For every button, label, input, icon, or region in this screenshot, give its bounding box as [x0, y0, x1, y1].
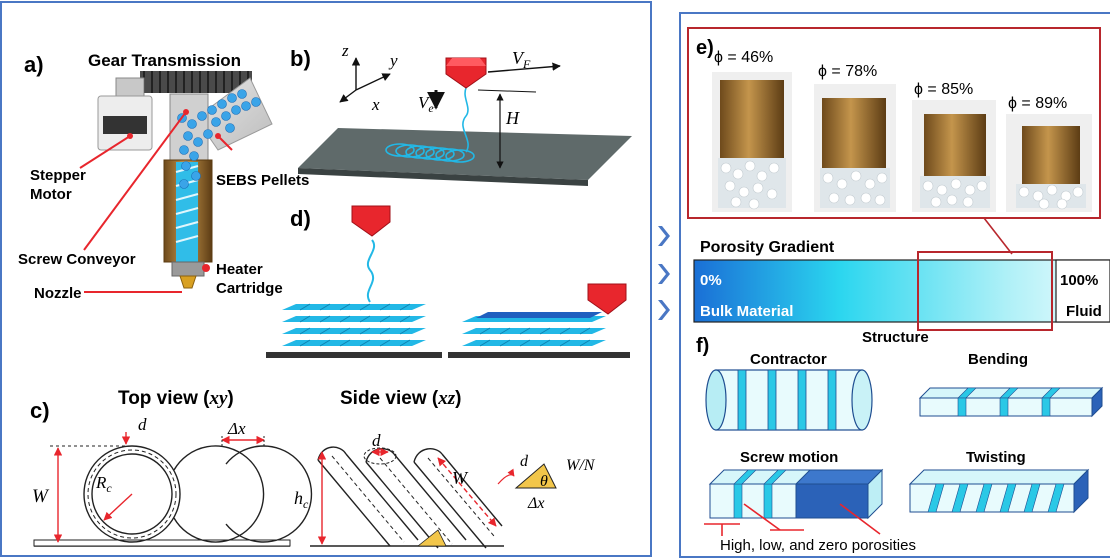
panel-c-label: c) — [30, 398, 50, 423]
porosity-gradient-title: Porosity Gradient — [700, 239, 835, 256]
heater-cartridge-dot — [202, 264, 210, 272]
sample-photo-46 — [712, 72, 792, 212]
panel-f-label: f) — [696, 335, 709, 357]
panel-e-label: e) — [696, 37, 714, 59]
y-axis-arrow — [355, 73, 391, 91]
twisting-shape — [908, 468, 1090, 514]
bending-label: Bending — [968, 351, 1028, 368]
gradient-right-pct: 100% — [1060, 272, 1098, 289]
printed-filament — [385, 87, 475, 163]
top-view-loops — [83, 445, 313, 543]
bulk-material-label: Bulk Material — [700, 303, 793, 320]
panel-f: f) Structure Contractor Bending Screw mo… — [696, 329, 1104, 554]
stepper-label-line2: Motor — [30, 186, 72, 203]
nozzle-tip — [179, 275, 197, 289]
screw-motion-label: Screw motion — [740, 449, 838, 466]
delta-x-label: Δx — [227, 419, 246, 438]
rc-radius — [103, 493, 133, 521]
nozzle-left-icon — [351, 205, 391, 237]
twisting-label: Twisting — [966, 449, 1026, 466]
hc-label: hc — [294, 488, 309, 511]
fluid-label: Fluid — [1066, 303, 1102, 320]
sample-photo-89 — [1006, 114, 1092, 212]
panel-c: c) Top view (xy) Side view (xz) W Rc d Δ… — [30, 388, 596, 549]
right-panel-frame — [679, 12, 1110, 558]
panel-d-label: d) — [290, 206, 311, 231]
theta-triangle-small — [416, 529, 447, 547]
w-label-top: W — [32, 486, 50, 507]
left-panel-frame — [0, 1, 652, 557]
gradient-left-pct: 0% — [700, 272, 722, 289]
d-label-tri: d — [520, 453, 529, 470]
phi-89-label: ϕ = 89% — [1008, 95, 1067, 112]
heater-label-line1: Heater — [216, 261, 263, 278]
build-plate — [298, 128, 632, 180]
plate-left — [266, 352, 442, 358]
contractor-label: Contractor — [750, 351, 827, 368]
side-view-strands — [317, 446, 503, 549]
screw-motion-shape — [708, 468, 884, 520]
porosity-gradient-bar — [693, 259, 1110, 323]
porosities-caption: High, low, and zero porosities — [720, 537, 916, 554]
w-label-side: W — [452, 468, 469, 488]
h-label: H — [505, 108, 520, 128]
theta-label: θ — [540, 473, 548, 490]
sebs-pellets-label: SEBS Pellets — [216, 172, 309, 189]
stepper-label-line1: Stepper — [30, 167, 86, 184]
chevrons — [658, 226, 670, 320]
gear-transmission-label: Gear Transmission — [88, 51, 241, 70]
panel-a-label: a) — [24, 52, 44, 77]
y-axis-label: y — [388, 51, 398, 70]
phi-78-label: ϕ = 78% — [818, 63, 877, 80]
x-axis-arrow — [339, 89, 357, 103]
z-axis-label: z — [341, 41, 349, 60]
panel-b: b) z y x VF Ve H — [290, 41, 632, 186]
contractor-shape — [705, 369, 873, 431]
feed-velocity-arrow — [487, 62, 561, 73]
filament-left — [367, 239, 375, 303]
panel-e: e) ϕ = 46% ϕ = 78% ϕ = 85% ϕ = 89% — [687, 27, 1110, 331]
screw-conveyor-label: Screw Conveyor — [18, 251, 136, 268]
d-label-top: d — [138, 415, 147, 434]
heater-label-line2: Cartridge — [216, 280, 283, 297]
dense-layer — [476, 312, 602, 318]
panel-b-label: b) — [290, 46, 311, 71]
theta-triangle — [514, 463, 557, 489]
panel-d: d) — [266, 205, 630, 358]
x-axis-label: x — [371, 95, 380, 114]
ve-label: Ve — [418, 93, 434, 115]
nozzle-right-icon — [587, 283, 627, 315]
bending-shape — [918, 386, 1104, 418]
chevron-right-icon — [658, 300, 670, 320]
nozzle-label: Nozzle — [34, 285, 82, 302]
sample-photo-85 — [912, 100, 996, 212]
sample-photo-78 — [814, 84, 896, 212]
layers-left — [282, 304, 426, 346]
samples-frame — [687, 27, 1101, 219]
delta-x-tri-label: Δx — [527, 495, 545, 512]
panel-a: a) Gear Transmission — [18, 51, 309, 302]
structure-label: Structure — [862, 329, 929, 346]
plate-right — [448, 352, 630, 358]
chevron-right-icon — [658, 226, 670, 246]
d-label-side: d — [372, 431, 381, 450]
phi-85-label: ϕ = 85% — [914, 81, 973, 98]
rc-label: Rc — [95, 473, 112, 495]
phi-46-label: ϕ = 46% — [714, 49, 773, 66]
gradient-highlight — [917, 251, 1053, 331]
vf-label: VF — [512, 48, 531, 71]
w-over-n-label: W/N — [566, 457, 596, 474]
w-dimension-side — [437, 457, 497, 527]
side-view-title: Side view (xz) — [340, 388, 461, 409]
top-view-title: Top view (xy) — [118, 388, 234, 409]
chevron-right-icon — [658, 264, 670, 284]
